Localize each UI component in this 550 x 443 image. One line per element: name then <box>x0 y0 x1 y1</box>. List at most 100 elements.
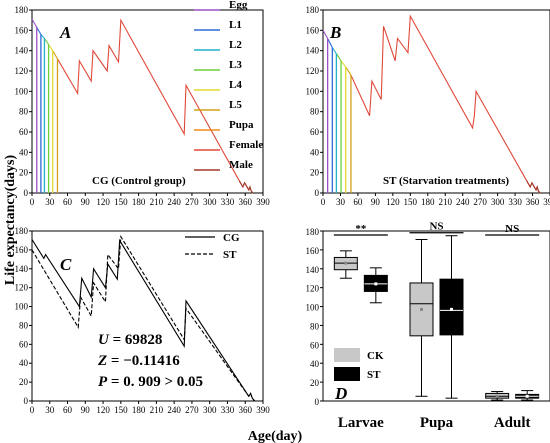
y-tick-label: 100 <box>306 303 320 313</box>
x-tick-label: 90 <box>81 197 91 207</box>
series-line-l4 <box>340 60 347 68</box>
legend-label-l1: L1 <box>229 19 242 31</box>
category-label: Adult <box>494 415 531 431</box>
plot-frame <box>322 9 550 194</box>
y-tick-label: 60 <box>310 340 320 350</box>
x-tick-label: 120 <box>96 197 110 207</box>
x-tick-label: 150 <box>404 197 418 207</box>
series-line-l2 <box>331 47 337 55</box>
y-tick-label: 100 <box>15 302 29 312</box>
panel-title: ST (Starvation treatments) <box>383 175 509 187</box>
y-tick-label: 180 <box>306 5 320 15</box>
y-tick-label: 0 <box>24 188 29 198</box>
x-tick-label: 150 <box>114 197 128 207</box>
x-tick-label: 270 <box>185 405 199 415</box>
y-tick-label: 20 <box>19 377 29 387</box>
series-line-l4 <box>48 44 54 51</box>
y-tick-label: 60 <box>19 127 29 137</box>
y-tick-label: 40 <box>19 358 29 368</box>
y-tick-label: 120 <box>15 283 29 293</box>
x-tick-label: 390 <box>256 405 270 415</box>
series-line-l5 <box>345 66 352 76</box>
x-tick-label: 30 <box>45 405 55 415</box>
series-line-l1 <box>36 27 42 35</box>
x-tick-label: 330 <box>221 405 235 415</box>
legend-label-male: Male <box>229 159 253 171</box>
legend-label-l2: L2 <box>229 39 242 51</box>
panel-letter: A <box>59 23 71 42</box>
x-tick-label: 90 <box>81 405 91 415</box>
x-tick-label: 360 <box>526 197 540 207</box>
x-tick-label: 30 <box>45 197 55 207</box>
legend-label-female: Female <box>229 139 263 151</box>
y-tick-label: 0 <box>315 188 320 198</box>
y-tick-label: 60 <box>19 339 29 349</box>
series-line-st <box>31 234 256 402</box>
legend-swatch-ck <box>334 348 360 362</box>
category-label: Larvae <box>338 415 384 431</box>
box-mean <box>495 394 499 398</box>
legend-label-l3: L3 <box>229 59 242 71</box>
y-tick-label: 160 <box>15 245 29 255</box>
x-tick-label: 210 <box>150 197 164 207</box>
x-tick-label: 330 <box>221 197 235 207</box>
significance-label: NS <box>505 223 519 235</box>
y-tick-label: 40 <box>310 359 320 369</box>
panel-a: 0 30 60 90 120 150 180 210 240 270 300 330 360 390020… <box>15 0 271 207</box>
y-tick-label: 120 <box>306 284 320 294</box>
x-tick-label: 180 <box>421 197 435 207</box>
legend-swatch-st <box>334 367 360 381</box>
box-mean <box>525 394 529 398</box>
plot-frame <box>322 230 550 402</box>
y-tick-label: 160 <box>15 25 29 35</box>
significance-label: ** <box>355 223 367 235</box>
x-tick-label: 0 <box>321 197 326 207</box>
y-tick-label: 160 <box>306 25 320 35</box>
x-tick-label: 210 <box>438 197 452 207</box>
x-tick-label: 210 <box>150 405 164 415</box>
x-tick-label: 360 <box>238 405 252 415</box>
series-line-l1 <box>327 38 333 48</box>
box-mean <box>374 282 378 286</box>
y-tick-label: 80 <box>19 107 29 117</box>
series-line-l5 <box>52 50 58 60</box>
x-tick-label: 390 <box>256 197 270 207</box>
panel-letter: C <box>60 255 72 274</box>
y-tick-label: 140 <box>15 264 29 274</box>
plot-frame <box>31 9 264 194</box>
box-mean <box>420 307 423 311</box>
x-tick-label: 300 <box>203 197 217 207</box>
panel-d: 0 20 40 60 80 100 120 140 160 180 Larvae ** Pupa NS Ad… <box>306 221 550 431</box>
y-tick-label: 120 <box>15 66 29 76</box>
series-line-male <box>238 180 254 194</box>
x-tick-label: 120 <box>96 405 110 415</box>
y-tick-label: 140 <box>306 265 320 275</box>
y-tick-label: 160 <box>306 246 320 256</box>
y-tick-label: 100 <box>306 86 320 96</box>
x-tick-label: 240 <box>456 197 470 207</box>
panel-c: 0 30 60 90 120 150 180 210 240 270 300 330 360 390020… <box>15 226 271 415</box>
panel-b: 0306090120150180210240270300330360390020… <box>306 5 550 207</box>
panel-letter: D <box>334 384 347 403</box>
x-tick-label: 300 <box>491 197 505 207</box>
y-tick-label: 180 <box>15 226 29 236</box>
x-tick-label: 240 <box>167 405 181 415</box>
legend-label-l5: L5 <box>229 99 242 111</box>
y-tick-label: 0 <box>24 396 29 406</box>
x-tick-label: 270 <box>185 197 199 207</box>
y-tick-label: 180 <box>15 5 29 15</box>
significance-label: NS <box>429 221 443 233</box>
x-tick-label: 0 <box>30 405 35 415</box>
series-line-egg <box>322 30 329 39</box>
y-axis-label: Life expectancy(days) <box>3 155 18 286</box>
panel-title: CG (Control group) <box>92 175 186 187</box>
x-axis-label: Age(day) <box>248 429 303 443</box>
x-tick-label: 60 <box>63 405 73 415</box>
x-tick-label: 390 <box>543 197 550 207</box>
y-tick-label: 140 <box>15 46 29 56</box>
x-tick-label: 270 <box>473 197 487 207</box>
series-line-female <box>56 18 254 194</box>
y-tick-label: 0 <box>315 397 320 407</box>
x-tick-label: 300 <box>203 405 217 415</box>
